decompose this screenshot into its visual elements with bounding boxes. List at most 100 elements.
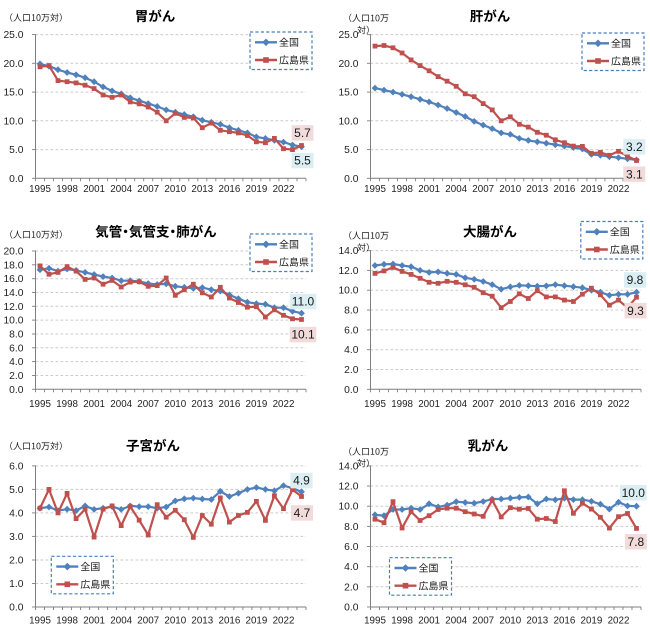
svg-text:2022: 2022	[608, 399, 630, 410]
svg-text:6.0: 6.0	[344, 542, 359, 553]
svg-text:6.0: 6.0	[9, 343, 24, 354]
svg-text:2019: 2019	[246, 399, 268, 410]
svg-text:5.5: 5.5	[294, 154, 311, 168]
svg-text:5.0: 5.0	[9, 485, 24, 496]
svg-text:10.0: 10.0	[338, 286, 358, 297]
svg-text:1998: 1998	[56, 184, 78, 195]
svg-text:10.0: 10.0	[338, 502, 358, 513]
svg-text:2001: 2001	[418, 399, 440, 410]
svg-text:2007: 2007	[137, 616, 159, 627]
svg-text:1995: 1995	[29, 399, 51, 410]
svg-text:20.0: 20.0	[3, 59, 23, 70]
svg-text:2016: 2016	[219, 616, 241, 627]
svg-text:2016: 2016	[219, 399, 241, 410]
svg-text:8.0: 8.0	[344, 306, 359, 317]
svg-text:10.0: 10.0	[3, 316, 23, 327]
svg-text:2010: 2010	[164, 399, 186, 410]
svg-text:16.0: 16.0	[3, 274, 23, 285]
svg-text:1.0: 1.0	[9, 579, 24, 590]
svg-text:1998: 1998	[56, 616, 78, 627]
svg-text:2.0: 2.0	[344, 582, 359, 593]
svg-text:0.0: 0.0	[344, 385, 359, 396]
svg-text:2007: 2007	[472, 184, 494, 195]
svg-text:2019: 2019	[581, 616, 603, 627]
svg-text:2016: 2016	[554, 399, 576, 410]
svg-text:2019: 2019	[581, 184, 603, 195]
svg-text:3.0: 3.0	[9, 532, 24, 543]
svg-text:10.1: 10.1	[291, 328, 315, 342]
svg-text:0.0: 0.0	[344, 603, 359, 614]
svg-text:5.0: 5.0	[9, 145, 24, 156]
svg-text:5.0: 5.0	[344, 145, 359, 156]
svg-text:2013: 2013	[526, 184, 548, 195]
svg-text:14.0: 14.0	[338, 461, 358, 472]
svg-text:2007: 2007	[472, 399, 494, 410]
svg-text:2010: 2010	[499, 399, 521, 410]
svg-text:2013: 2013	[191, 616, 213, 627]
svg-text:25.0: 25.0	[3, 30, 23, 41]
svg-text:20.0: 20.0	[3, 247, 23, 258]
svg-text:3.2: 3.2	[626, 140, 643, 154]
svg-text:2013: 2013	[526, 399, 548, 410]
svg-text:2013: 2013	[191, 399, 213, 410]
svg-text:1995: 1995	[364, 399, 386, 410]
svg-text:1998: 1998	[56, 399, 78, 410]
svg-text:2001: 2001	[418, 616, 440, 627]
svg-text:14.0: 14.0	[3, 288, 23, 299]
svg-text:2.0: 2.0	[9, 556, 24, 567]
svg-text:1998: 1998	[391, 184, 413, 195]
svg-text:2004: 2004	[445, 616, 467, 627]
svg-text:2004: 2004	[110, 184, 132, 195]
svg-text:2007: 2007	[137, 399, 159, 410]
svg-text:20.0: 20.0	[338, 59, 358, 70]
svg-text:4.0: 4.0	[9, 357, 24, 368]
svg-text:12.0: 12.0	[3, 302, 23, 313]
svg-text:2007: 2007	[472, 616, 494, 627]
svg-text:2013: 2013	[526, 616, 548, 627]
svg-text:2010: 2010	[164, 184, 186, 195]
svg-text:2022: 2022	[273, 616, 295, 627]
svg-text:15.0: 15.0	[3, 88, 23, 99]
svg-text:2004: 2004	[110, 399, 132, 410]
svg-text:0.0: 0.0	[344, 174, 359, 185]
svg-text:9.8: 9.8	[627, 273, 644, 287]
svg-text:1995: 1995	[364, 184, 386, 195]
svg-text:18.0: 18.0	[3, 260, 23, 271]
svg-text:4.0: 4.0	[344, 345, 359, 356]
svg-text:2022: 2022	[273, 184, 295, 195]
svg-text:2004: 2004	[110, 616, 132, 627]
svg-text:6.0: 6.0	[9, 461, 24, 472]
svg-text:2016: 2016	[554, 184, 576, 195]
svg-text:15.0: 15.0	[338, 88, 358, 99]
svg-text:2001: 2001	[83, 184, 105, 195]
svg-text:1998: 1998	[391, 399, 413, 410]
svg-text:1998: 1998	[391, 616, 413, 627]
svg-text:0.0: 0.0	[9, 174, 24, 185]
svg-text:7.8: 7.8	[628, 535, 645, 549]
svg-text:1995: 1995	[364, 616, 386, 627]
svg-text:4.0: 4.0	[344, 562, 359, 573]
svg-text:4.9: 4.9	[293, 474, 310, 488]
svg-text:2019: 2019	[246, 616, 268, 627]
svg-text:2001: 2001	[418, 184, 440, 195]
svg-text:10.0: 10.0	[3, 116, 23, 127]
svg-text:5.7: 5.7	[294, 126, 311, 140]
svg-text:2019: 2019	[246, 184, 268, 195]
svg-text:8.0: 8.0	[9, 330, 24, 341]
svg-text:2010: 2010	[499, 616, 521, 627]
svg-text:2010: 2010	[499, 184, 521, 195]
svg-text:12.0: 12.0	[338, 266, 358, 277]
svg-text:4.0: 4.0	[9, 508, 24, 519]
svg-text:2.0: 2.0	[9, 371, 24, 382]
svg-text:2001: 2001	[83, 616, 105, 627]
svg-text:9.3: 9.3	[627, 304, 644, 318]
svg-text:14.0: 14.0	[338, 246, 358, 257]
svg-text:0.0: 0.0	[9, 385, 24, 396]
svg-text:3.1: 3.1	[626, 167, 643, 181]
svg-text:2016: 2016	[554, 616, 576, 627]
svg-text:1995: 1995	[29, 616, 51, 627]
svg-text:2.0: 2.0	[344, 365, 359, 376]
svg-text:2022: 2022	[608, 184, 630, 195]
svg-text:12.0: 12.0	[338, 482, 358, 493]
svg-text:2013: 2013	[191, 184, 213, 195]
